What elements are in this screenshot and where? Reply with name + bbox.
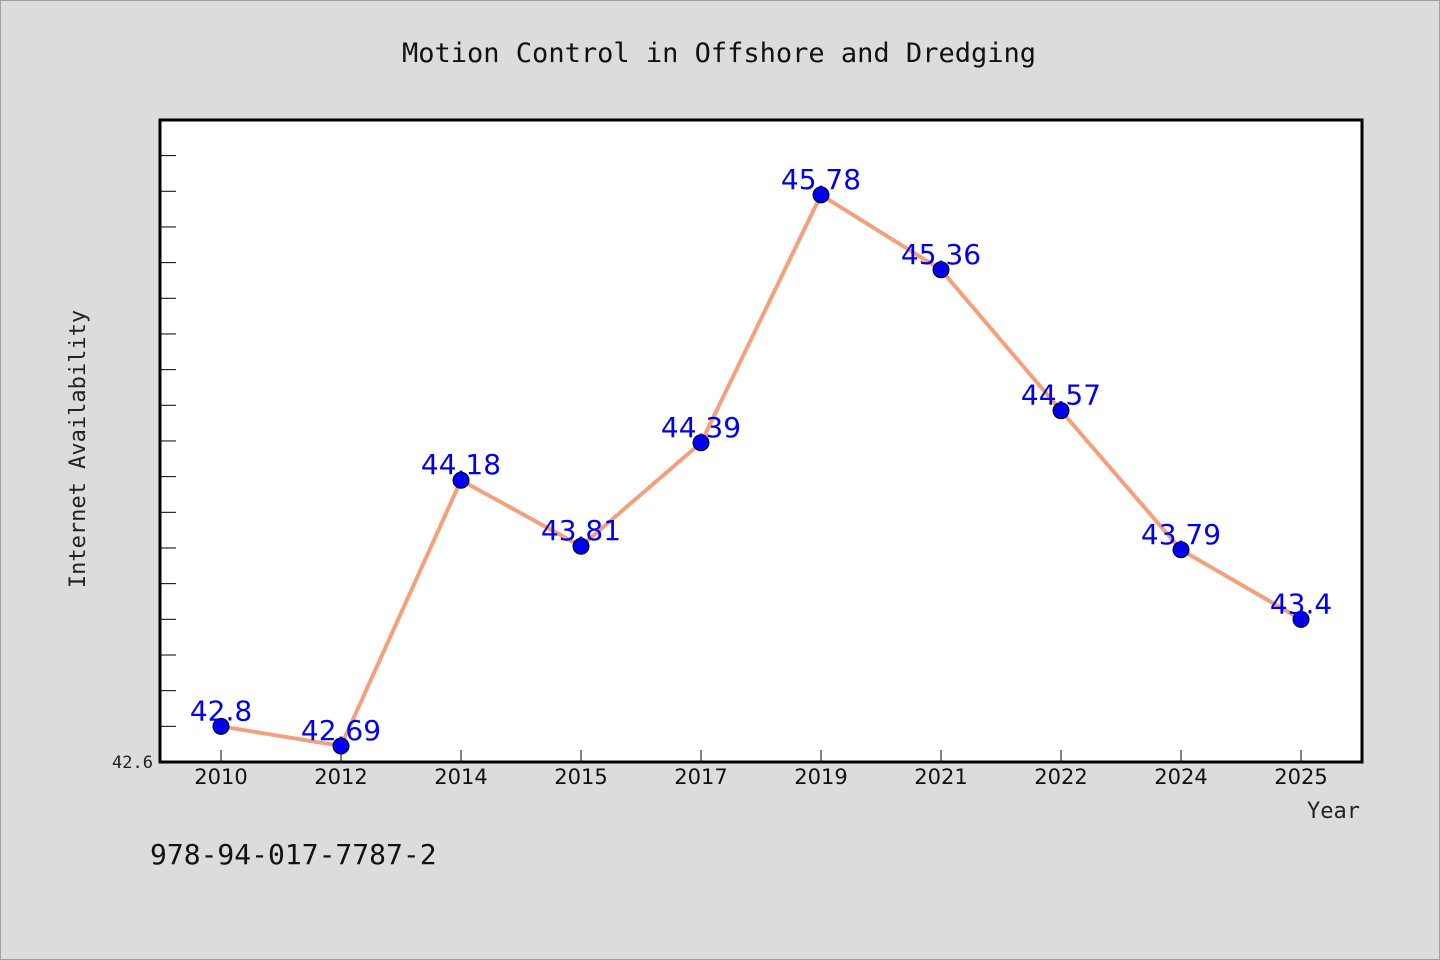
data-label: 44.18 bbox=[421, 448, 501, 481]
data-point bbox=[1052, 402, 1070, 420]
data-point bbox=[1172, 541, 1190, 559]
data-label: 43.4 bbox=[1270, 587, 1332, 620]
data-label: 44.39 bbox=[661, 411, 741, 444]
data-label: 45.36 bbox=[901, 238, 981, 271]
y-axis-label: Internet Availability bbox=[66, 310, 91, 588]
data-point bbox=[212, 717, 230, 735]
x-axis-tick-labels: 2010 2012 2014 2015 2017 2019 2021 2022 2024 2025 bbox=[194, 765, 1327, 789]
chart-title: Motion Control in Offshore and Dredging bbox=[402, 38, 1036, 69]
data-label: 43.81 bbox=[541, 514, 621, 547]
x-tick-label: 2012 bbox=[314, 765, 367, 789]
data-point bbox=[932, 261, 950, 279]
data-point bbox=[572, 537, 590, 555]
x-tick-label: 2025 bbox=[1274, 765, 1327, 789]
data-point bbox=[1292, 610, 1310, 628]
x-tick-label: 2015 bbox=[554, 765, 607, 789]
data-point bbox=[332, 737, 350, 755]
x-tick-label: 2017 bbox=[674, 765, 727, 789]
data-label: 43.79 bbox=[1141, 518, 1221, 551]
data-labels: 42.8 42.69 44.18 43.81 44.39 45.78 45.36 44.57 4… bbox=[190, 163, 1332, 747]
x-tick-label: 2024 bbox=[1154, 765, 1207, 789]
x-tick-label: 2022 bbox=[1034, 765, 1087, 789]
data-point bbox=[452, 471, 470, 489]
x-tick-label: 2014 bbox=[434, 765, 487, 789]
data-point bbox=[692, 434, 710, 452]
x-axis-label: Year bbox=[1307, 799, 1360, 824]
plot-area bbox=[158, 118, 1364, 764]
y-axis-ticks bbox=[160, 155, 176, 763]
x-tick-label: 2019 bbox=[794, 765, 847, 789]
x-tick-label: 2021 bbox=[914, 765, 967, 789]
x-tick-label: 2010 bbox=[194, 765, 247, 789]
data-point bbox=[812, 186, 830, 204]
isbn-text: 978-94-017-7787-2 bbox=[150, 838, 437, 871]
data-label: 42.69 bbox=[301, 714, 381, 747]
series-line bbox=[219, 192, 1303, 748]
y-tick-label: 42.6 bbox=[112, 753, 153, 773]
x-axis-tick-marks bbox=[220, 750, 1302, 762]
data-label: 45.78 bbox=[781, 163, 861, 196]
data-label: 44.57 bbox=[1021, 379, 1101, 412]
data-markers bbox=[212, 186, 1310, 755]
data-label: 42.8 bbox=[190, 694, 252, 727]
